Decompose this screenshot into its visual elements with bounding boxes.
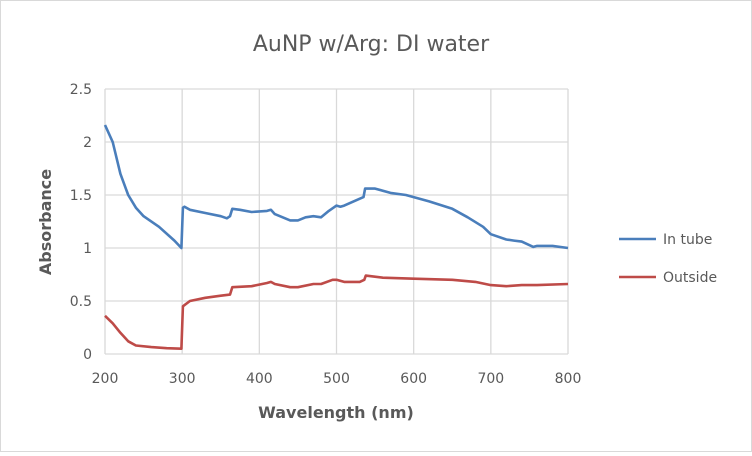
x-tick-label: 700	[477, 371, 504, 387]
y-tick-label: 0	[83, 347, 92, 363]
x-axis-label: Wavelength (nm)	[258, 403, 414, 422]
y-tick-label: 1.5	[70, 188, 92, 204]
chart-title: AuNP w/Arg: DI water	[253, 32, 490, 57]
x-tick-label: 600	[400, 371, 427, 387]
x-tick-label: 300	[169, 371, 196, 387]
y-axis-label: Absorbance	[36, 169, 55, 275]
y-tick-label: 0.5	[70, 294, 92, 310]
series-line-in-tube	[103, 124, 569, 250]
legend-label: Outside	[663, 270, 717, 286]
series-line-outside	[104, 274, 569, 350]
x-tick-label: 200	[92, 371, 119, 387]
y-tick-label: 1	[83, 241, 92, 257]
y-tick-label: 2	[83, 135, 92, 151]
x-tick-label: 500	[323, 371, 350, 387]
legend-label: In tube	[663, 232, 712, 248]
x-tick-label: 400	[246, 371, 273, 387]
x-tick-label: 800	[555, 371, 582, 387]
y-tick-label: 2.5	[70, 82, 92, 98]
legend: In tube Outside	[619, 232, 717, 286]
